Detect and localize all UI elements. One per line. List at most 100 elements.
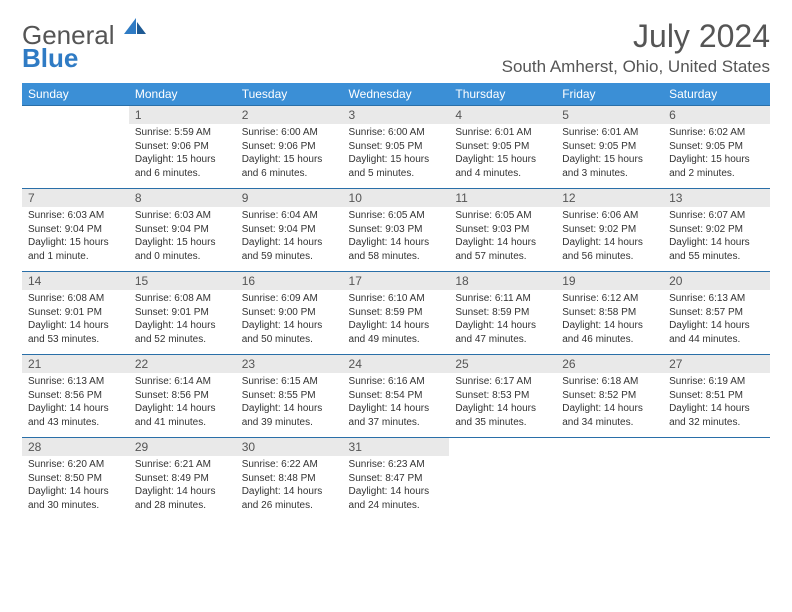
day-number: 2 — [236, 106, 343, 124]
sunrise-text: Sunrise: 6:08 AM — [28, 292, 123, 306]
day-info-cell: Sunrise: 5:59 AMSunset: 9:06 PMDaylight:… — [129, 124, 236, 189]
day-header: Sunday — [22, 83, 129, 106]
day-number-cell: 22 — [129, 355, 236, 374]
day-number-cell: 9 — [236, 189, 343, 208]
daylight-text: Daylight: 14 hours and 47 minutes. — [455, 319, 550, 346]
sunrise-text: Sunrise: 6:05 AM — [349, 209, 444, 223]
calendar-body: 123456Sunrise: 5:59 AMSunset: 9:06 PMDay… — [22, 106, 770, 521]
day-number: 13 — [663, 189, 770, 207]
day-header: Saturday — [663, 83, 770, 106]
day-number: 19 — [556, 272, 663, 290]
daylight-text: Daylight: 14 hours and 57 minutes. — [455, 236, 550, 263]
sunrise-text: Sunrise: 6:13 AM — [28, 375, 123, 389]
day-number-cell — [556, 438, 663, 457]
day-info-cell: Sunrise: 6:18 AMSunset: 8:52 PMDaylight:… — [556, 373, 663, 438]
day-number-cell: 12 — [556, 189, 663, 208]
sunset-text: Sunset: 8:59 PM — [349, 306, 444, 320]
sunset-text: Sunset: 8:47 PM — [349, 472, 444, 486]
day-info-cell: Sunrise: 6:14 AMSunset: 8:56 PMDaylight:… — [129, 373, 236, 438]
day-number: 5 — [556, 106, 663, 124]
week-daynum-row: 78910111213 — [22, 189, 770, 208]
day-info-cell: Sunrise: 6:21 AMSunset: 8:49 PMDaylight:… — [129, 456, 236, 520]
day-info-cell: Sunrise: 6:03 AMSunset: 9:04 PMDaylight:… — [22, 207, 129, 272]
calendar-page: General Blue July 2024 South Amherst, Oh… — [0, 0, 792, 538]
day-number: 20 — [663, 272, 770, 290]
daylight-text: Daylight: 15 hours and 3 minutes. — [562, 153, 657, 180]
daylight-text: Daylight: 15 hours and 6 minutes. — [242, 153, 337, 180]
daylight-text: Daylight: 14 hours and 28 minutes. — [135, 485, 230, 512]
sunrise-text: Sunrise: 6:04 AM — [242, 209, 337, 223]
day-number-cell: 2 — [236, 106, 343, 125]
day-header: Friday — [556, 83, 663, 106]
day-info-cell: Sunrise: 6:05 AMSunset: 9:03 PMDaylight:… — [343, 207, 450, 272]
daylight-text: Daylight: 14 hours and 58 minutes. — [349, 236, 444, 263]
sunrise-text: Sunrise: 6:00 AM — [242, 126, 337, 140]
day-number-cell: 10 — [343, 189, 450, 208]
day-number: 1 — [129, 106, 236, 124]
day-number: 23 — [236, 355, 343, 373]
day-number-cell: 26 — [556, 355, 663, 374]
day-number-cell: 28 — [22, 438, 129, 457]
daylight-text: Daylight: 14 hours and 39 minutes. — [242, 402, 337, 429]
daylight-text: Daylight: 14 hours and 52 minutes. — [135, 319, 230, 346]
calendar-head: Sunday Monday Tuesday Wednesday Thursday… — [22, 83, 770, 106]
sunrise-text: Sunrise: 6:16 AM — [349, 375, 444, 389]
sunset-text: Sunset: 9:02 PM — [669, 223, 764, 237]
day-number-cell: 18 — [449, 272, 556, 291]
day-info-cell — [556, 456, 663, 520]
day-number-cell — [663, 438, 770, 457]
daylight-text: Daylight: 14 hours and 34 minutes. — [562, 402, 657, 429]
sunset-text: Sunset: 9:03 PM — [349, 223, 444, 237]
day-number-cell: 3 — [343, 106, 450, 125]
day-number: 15 — [129, 272, 236, 290]
daylight-text: Daylight: 14 hours and 55 minutes. — [669, 236, 764, 263]
day-number: 25 — [449, 355, 556, 373]
daylight-text: Daylight: 15 hours and 0 minutes. — [135, 236, 230, 263]
sunrise-text: Sunrise: 6:14 AM — [135, 375, 230, 389]
day-number-cell: 20 — [663, 272, 770, 291]
day-number-cell: 29 — [129, 438, 236, 457]
daylight-text: Daylight: 15 hours and 1 minute. — [28, 236, 123, 263]
logo: General Blue — [22, 18, 146, 71]
sunset-text: Sunset: 9:05 PM — [349, 140, 444, 154]
sunset-text: Sunset: 8:59 PM — [455, 306, 550, 320]
day-number-cell — [449, 438, 556, 457]
sunrise-text: Sunrise: 6:06 AM — [562, 209, 657, 223]
sunset-text: Sunset: 9:04 PM — [242, 223, 337, 237]
day-number: 24 — [343, 355, 450, 373]
week-info-row: Sunrise: 6:08 AMSunset: 9:01 PMDaylight:… — [22, 290, 770, 355]
sunset-text: Sunset: 8:54 PM — [349, 389, 444, 403]
day-info-cell: Sunrise: 6:04 AMSunset: 9:04 PMDaylight:… — [236, 207, 343, 272]
sunset-text: Sunset: 9:06 PM — [135, 140, 230, 154]
sunset-text: Sunset: 8:58 PM — [562, 306, 657, 320]
day-info-cell: Sunrise: 6:01 AMSunset: 9:05 PMDaylight:… — [556, 124, 663, 189]
day-number: 22 — [129, 355, 236, 373]
day-info-cell: Sunrise: 6:13 AMSunset: 8:57 PMDaylight:… — [663, 290, 770, 355]
sunrise-text: Sunrise: 6:09 AM — [242, 292, 337, 306]
day-number: 16 — [236, 272, 343, 290]
sunset-text: Sunset: 8:55 PM — [242, 389, 337, 403]
day-number-cell: 11 — [449, 189, 556, 208]
day-number-cell: 7 — [22, 189, 129, 208]
day-info-cell: Sunrise: 6:00 AMSunset: 9:05 PMDaylight:… — [343, 124, 450, 189]
day-number: 31 — [343, 438, 450, 456]
day-number-cell: 14 — [22, 272, 129, 291]
day-number-cell: 25 — [449, 355, 556, 374]
day-number-cell: 24 — [343, 355, 450, 374]
sunrise-text: Sunrise: 6:21 AM — [135, 458, 230, 472]
day-info-cell: Sunrise: 6:12 AMSunset: 8:58 PMDaylight:… — [556, 290, 663, 355]
logo-sail-icon — [124, 18, 146, 34]
sunset-text: Sunset: 9:03 PM — [455, 223, 550, 237]
daylight-text: Daylight: 14 hours and 37 minutes. — [349, 402, 444, 429]
week-info-row: Sunrise: 5:59 AMSunset: 9:06 PMDaylight:… — [22, 124, 770, 189]
sunset-text: Sunset: 8:53 PM — [455, 389, 550, 403]
daylight-text: Daylight: 14 hours and 35 minutes. — [455, 402, 550, 429]
day-info-cell: Sunrise: 6:11 AMSunset: 8:59 PMDaylight:… — [449, 290, 556, 355]
sunset-text: Sunset: 9:04 PM — [135, 223, 230, 237]
day-number-cell: 15 — [129, 272, 236, 291]
day-header: Tuesday — [236, 83, 343, 106]
week-daynum-row: 14151617181920 — [22, 272, 770, 291]
sunrise-text: Sunrise: 6:01 AM — [562, 126, 657, 140]
day-number: 18 — [449, 272, 556, 290]
day-number: 6 — [663, 106, 770, 124]
